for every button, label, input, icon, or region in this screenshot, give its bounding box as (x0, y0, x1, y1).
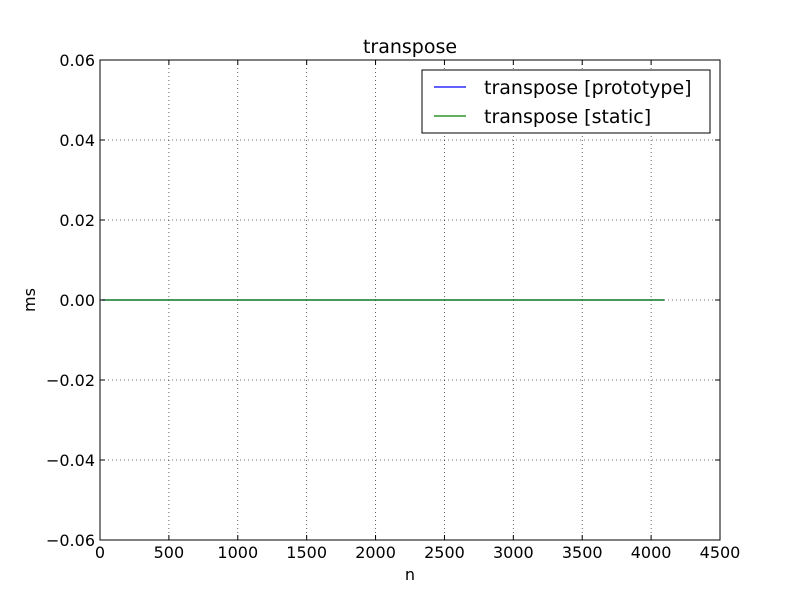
y-tick-label: −0.04 (46, 451, 95, 470)
legend: transpose [prototype] transpose [static] (421, 69, 711, 134)
x-tick-label: 1000 (217, 543, 258, 562)
x-tick-label: 0 (95, 543, 105, 562)
axis-ticks (99, 59, 721, 541)
x-tick-label: 4000 (631, 543, 672, 562)
legend-items: transpose [prototype] transpose [static] (434, 77, 692, 128)
x-tick-label: 1500 (286, 543, 327, 562)
x-axis-label: n (405, 565, 415, 584)
y-tick-label: −0.02 (46, 371, 95, 390)
y-tick-label: −0.06 (46, 531, 95, 550)
x-tick-label: 4500 (700, 543, 741, 562)
y-tick-label: 0.02 (59, 211, 95, 230)
x-tick-label: 2500 (424, 543, 465, 562)
tick-labels: 0 500 1000 1500 2000 2500 3000 3500 4000 4500 0.06… (46, 51, 740, 562)
x-tick-label: 500 (154, 543, 185, 562)
chart-title: transpose (363, 36, 457, 58)
legend-box (421, 69, 711, 134)
y-tick-label: 0.04 (59, 131, 95, 150)
legend-label: transpose [prototype] (484, 77, 692, 99)
y-tick-label: 0.06 (59, 51, 95, 70)
y-axis-label: ms (20, 288, 39, 312)
x-tick-label: 2000 (355, 543, 396, 562)
legend-label: transpose [static] (484, 106, 651, 128)
x-tick-label: 3000 (493, 543, 534, 562)
y-tick-label: 0.00 (59, 291, 95, 310)
x-tick-label: 3500 (562, 543, 603, 562)
